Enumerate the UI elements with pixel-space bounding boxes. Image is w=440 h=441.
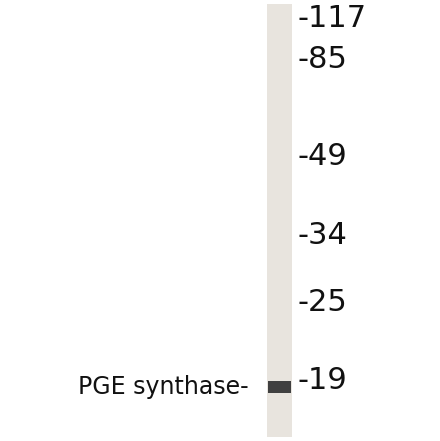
- Bar: [268, 4, 292, 437]
- Bar: [268, 381, 291, 393]
- Text: -25: -25: [297, 288, 347, 317]
- Text: -19: -19: [297, 366, 347, 395]
- Text: -49: -49: [297, 142, 347, 171]
- Text: PGE synthase-: PGE synthase-: [78, 375, 249, 399]
- Text: -85: -85: [297, 45, 347, 74]
- Text: -117: -117: [297, 4, 366, 33]
- Text: -34: -34: [297, 221, 347, 250]
